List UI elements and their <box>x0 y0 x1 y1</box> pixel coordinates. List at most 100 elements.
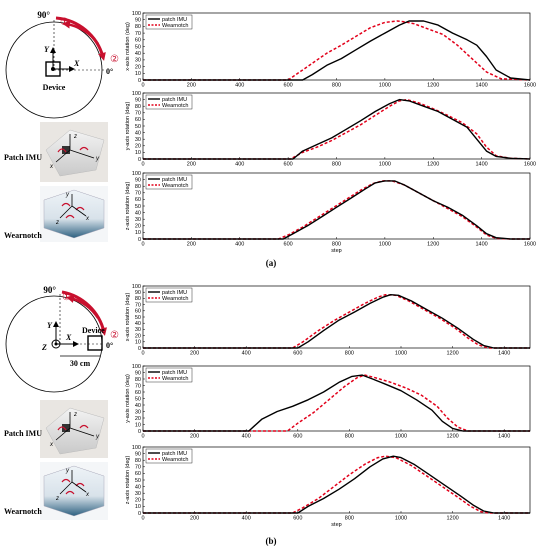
y-tick-label: 90 <box>135 177 141 183</box>
y-tick-label: 0 <box>138 429 141 435</box>
x-tick-label: 1200 <box>446 516 458 522</box>
svg-text:y: y <box>95 156 100 162</box>
wearnotch-photo-b: y x z <box>40 462 108 520</box>
y-tick-label: 80 <box>135 184 141 190</box>
y-tick-label: 30 <box>135 137 141 143</box>
x-tick-label: 800 <box>332 162 341 168</box>
x-tick-label: 1400 <box>476 162 488 168</box>
x-tick-label: 1200 <box>427 242 439 248</box>
x-tick-label: 1400 <box>476 83 488 89</box>
legend-label: Wearnotch <box>162 376 189 382</box>
y-tick-label: 40 <box>135 321 141 327</box>
panel-b-diagram: 90° 0° ① ② Y X Z 30 cm Device <box>5 285 119 393</box>
y-tick-label: 100 <box>132 284 141 290</box>
y-tick-label: 30 <box>135 327 141 333</box>
x-tick-label: 1000 <box>395 351 407 357</box>
svg-text:x: x <box>85 492 90 498</box>
x-tick-label: 1200 <box>427 83 439 89</box>
legend-label: patch IMU <box>162 370 187 376</box>
x-tick-label: 200 <box>187 83 196 89</box>
y-tick-label: 90 <box>135 97 141 103</box>
x-tick-label: 600 <box>284 162 293 168</box>
x-tick-label: 200 <box>190 516 199 522</box>
svg-text:y: y <box>65 192 70 198</box>
x-tick-label: 800 <box>345 516 354 522</box>
angle-0-label: 0° <box>106 341 113 350</box>
y-tick-label: 50 <box>135 204 141 210</box>
series-wearnotch-line <box>143 98 531 160</box>
x-tick-label: 400 <box>235 162 244 168</box>
y-tick-label: 90 <box>135 370 141 376</box>
y-tick-label: 50 <box>135 44 141 50</box>
y-tick-label: 10 <box>135 340 141 346</box>
x-tick-label: 1000 <box>379 83 391 89</box>
angle-0-label: 0° <box>106 67 113 76</box>
x-tick-label: 1200 <box>446 351 458 357</box>
legend-label: Wearnotch <box>162 183 189 189</box>
rotation-arrow-forward <box>61 290 107 336</box>
series-patch-imu-line <box>143 20 531 81</box>
svg-text:z: z <box>55 220 59 226</box>
y-tick-label: 30 <box>135 491 141 497</box>
y-tick-label: 100 <box>132 364 141 370</box>
y-tick-label: 80 <box>135 377 141 383</box>
x-tick-label: 200 <box>187 162 196 168</box>
x-tick-label: 600 <box>293 516 302 522</box>
series-wearnotch-line <box>143 374 530 432</box>
plot-frame <box>142 12 531 81</box>
x-tick-label: 1000 <box>395 516 407 522</box>
y-tick-label: 50 <box>135 396 141 402</box>
y-axis-title: z-axis rotation (deg) <box>125 456 131 505</box>
x-tick-label: 1600 <box>524 162 536 168</box>
y-axis-title: x-axis rotation (deg) <box>125 293 131 342</box>
panel-a-label: (a) <box>266 258 277 268</box>
wearnotch-label: Wearnotch <box>4 231 42 240</box>
y-tick-label: 30 <box>135 409 141 415</box>
y-tick-label: 0 <box>138 511 141 517</box>
x-tick-label: 200 <box>190 434 199 440</box>
x-tick-label: 1600 <box>524 83 536 89</box>
svg-text:z: z <box>73 412 77 418</box>
angle-90-label: 90° <box>43 285 56 295</box>
series-patch-imu-line <box>143 455 530 514</box>
y-axis-label: Y <box>44 45 50 54</box>
series-wearnotch-line <box>143 455 530 514</box>
x-tick-label: 800 <box>345 351 354 357</box>
step-1-marker: ① <box>62 292 71 303</box>
y-tick-label: 40 <box>135 403 141 409</box>
y-tick-label: 70 <box>135 191 141 197</box>
x-tick-label: 200 <box>187 242 196 248</box>
y-tick-label: 60 <box>135 309 141 315</box>
x-tick-label: 1000 <box>379 162 391 168</box>
y-tick-label: 20 <box>135 144 141 150</box>
y-tick-label: 0 <box>138 157 141 163</box>
svg-text:z: z <box>73 134 77 140</box>
y-tick-label: 80 <box>135 104 141 110</box>
y-tick-label: 60 <box>135 471 141 477</box>
x-tick-label: 1600 <box>524 242 536 248</box>
rotation-arrow-back <box>66 295 100 319</box>
y-tick-label: 10 <box>135 422 141 428</box>
plot-frame <box>142 446 531 514</box>
patch-imu-photo-b: z y x <box>40 400 108 458</box>
y-tick-label: 60 <box>135 117 141 123</box>
y-tick-label: 30 <box>135 58 141 64</box>
y-axis-title: x-axis rotation (deg) <box>125 22 131 71</box>
x-tick-label: 1000 <box>379 242 391 248</box>
legend-label: patch IMU <box>162 177 187 183</box>
y-tick-label: 70 <box>135 302 141 308</box>
y-tick-label: 60 <box>135 390 141 396</box>
panel-a-photos: z y x Patch IMU y x z Wearnotch <box>4 122 108 242</box>
y-tick-label: 20 <box>135 224 141 230</box>
legend-label: Wearnotch <box>162 23 189 29</box>
svg-text:x: x <box>49 442 54 448</box>
x-tick-label: 0 <box>141 516 144 522</box>
